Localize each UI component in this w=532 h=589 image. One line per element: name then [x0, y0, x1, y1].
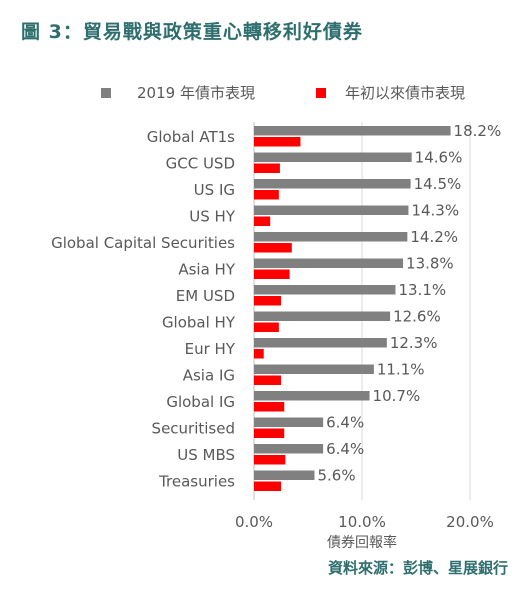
data-label: 14.3%: [411, 202, 459, 220]
bar-2019: [254, 152, 412, 162]
category-label: US MBS: [177, 446, 235, 464]
bar-ytd: [254, 137, 301, 147]
category-label: GCC USD: [166, 155, 235, 173]
data-label: 14.5%: [414, 175, 462, 193]
bar-ytd: [254, 216, 271, 226]
category-label: Global IG: [166, 393, 235, 411]
data-label: 6.4%: [326, 440, 364, 458]
data-label: 12.3%: [390, 334, 438, 352]
bar-2019: [254, 205, 409, 215]
category-label: Securitised: [152, 420, 235, 438]
data-label: 12.6%: [393, 308, 441, 326]
category-label: Global HY: [162, 314, 236, 332]
bar-2019: [254, 232, 408, 242]
data-label: 14.6%: [415, 149, 463, 167]
category-label: Asia HY: [178, 261, 235, 279]
legend-label: 年初以來債市表現: [345, 84, 465, 102]
bar-ytd: [254, 455, 286, 465]
bar-2019: [254, 417, 324, 427]
x-tick-label: 0.0%: [235, 513, 273, 531]
bar-2019: [254, 126, 451, 136]
data-label: 5.6%: [317, 467, 355, 485]
bar-2019: [254, 364, 374, 374]
data-label: 18.2%: [454, 122, 502, 140]
data-label: 13.8%: [406, 255, 454, 273]
bar-2019: [254, 444, 324, 454]
bar-ytd: [254, 269, 290, 279]
x-axis-title: 債券回報率: [327, 534, 397, 551]
chart-title: 圖 3：貿易戰與政策重心轉移利好債券: [21, 21, 363, 43]
category-label: Eur HY: [185, 340, 236, 358]
bar-2019: [254, 311, 391, 321]
data-label: 6.4%: [326, 414, 364, 432]
category-label: US HY: [189, 208, 236, 226]
source-note: 資料來源：彭博、星展銀行: [327, 559, 508, 577]
category-label: Asia IG: [183, 367, 235, 385]
legend-label: 2019 年債市表現: [137, 84, 255, 102]
category-label: Global Capital Securities: [51, 234, 235, 252]
legend-swatch: [101, 88, 111, 98]
data-label: 11.1%: [377, 361, 425, 379]
bar-ytd: [254, 296, 281, 306]
bar-ytd: [254, 428, 285, 438]
bar-2019: [254, 338, 387, 348]
bar-ytd: [254, 402, 285, 412]
bar-ytd: [254, 190, 279, 200]
bar-2019: [254, 391, 370, 401]
x-tick-label: 10.0%: [338, 513, 386, 531]
data-label: 10.7%: [373, 387, 421, 405]
bar-2019: [254, 470, 315, 480]
bar-2019: [254, 258, 404, 268]
bar-ytd: [254, 163, 280, 173]
bar-ytd: [254, 481, 281, 491]
bar-2019: [254, 285, 396, 295]
legend-swatch: [316, 88, 326, 98]
data-label: 14.2%: [410, 228, 458, 246]
category-label: Treasuries: [158, 473, 235, 491]
x-tick-label: 20.0%: [446, 513, 494, 531]
bar-2019: [254, 179, 411, 189]
bar-ytd: [254, 243, 292, 253]
category-label: US IG: [194, 181, 235, 199]
data-label: 13.1%: [398, 281, 446, 299]
category-label: EM USD: [176, 287, 235, 305]
bar-ytd: [254, 375, 281, 385]
bar-ytd: [254, 322, 279, 332]
category-label: Global AT1s: [147, 128, 235, 146]
bar-ytd: [254, 349, 264, 359]
